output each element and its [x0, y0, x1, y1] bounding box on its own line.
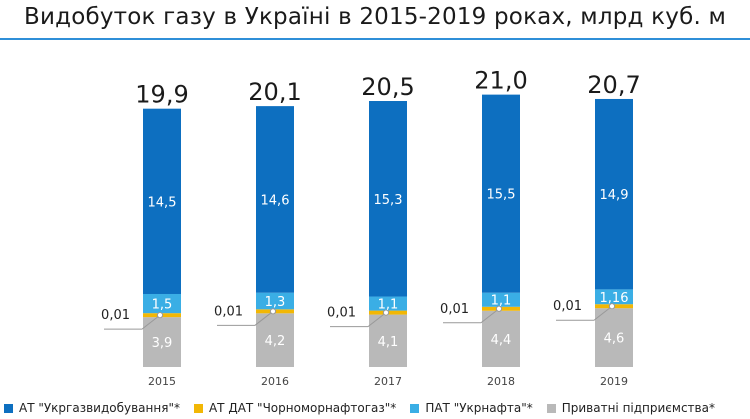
bar-segment: [369, 296, 407, 311]
legend-swatch: [193, 403, 203, 413]
bar-segment: [143, 293, 181, 314]
data-label: 4,6: [604, 332, 625, 347]
data-label: 1,16: [600, 291, 629, 306]
legend-label: ПАТ "Укрнафта"*: [425, 401, 533, 415]
legend-swatch: [546, 403, 556, 413]
bar-total-label: 20,5: [361, 73, 414, 101]
bar-total-label: 20,7: [587, 71, 640, 99]
bar-segment: [595, 289, 633, 305]
data-label: 14,9: [600, 188, 629, 203]
bar-segment: [143, 317, 181, 367]
small-segment-label: 0,01: [214, 304, 243, 319]
small-segment-label: 0,01: [553, 299, 582, 314]
legend-item-ukrgaz: АТ "Укргазвидобування"*: [4, 401, 180, 415]
legend-swatch: [410, 403, 420, 413]
legend-swatch: [4, 403, 13, 413]
x-tick-label: 2019: [600, 375, 628, 388]
bar-segment: [482, 292, 520, 307]
leader-dot: [495, 305, 503, 312]
leader-line: [217, 310, 274, 326]
leader-dot: [608, 303, 616, 310]
small-segment-label: 0,01: [101, 308, 130, 323]
leader-dot: [382, 309, 390, 316]
bar-segment: [256, 106, 294, 293]
small-segment-label: 0,01: [440, 302, 469, 317]
small-segment-label: 0,01: [327, 306, 356, 321]
stacked-bar-chart: 3,9 1,5 14,5 19,9 0,01 2015 4,2 1,3 14,6 20,1 0,01…: [101, 67, 641, 388]
chart-legend: АТ "Укргазвидобування"* АТ ДАТ "Чорномор…: [0, 398, 750, 418]
chart-title: Видобуток газу в Україні в 2015-2019 рок…: [23, 4, 727, 30]
data-label: 15,3: [374, 193, 403, 208]
data-label: 4,1: [378, 335, 399, 350]
legend-label: Приватні підприємства*: [561, 401, 715, 415]
data-label: 1,1: [491, 294, 512, 309]
bar-segment: [595, 308, 633, 367]
legend-label: АТ "Укргазвидобування"*: [19, 401, 180, 415]
leader-line: [556, 305, 613, 321]
data-label: 15,5: [487, 188, 516, 203]
bar-segment: [482, 94, 520, 293]
x-tick-label: 2016: [261, 375, 289, 388]
data-label: 1,1: [378, 298, 399, 313]
bar-total-label: 20,1: [248, 78, 301, 106]
bar-segment: [369, 314, 407, 367]
bar-segment: [143, 108, 181, 294]
leader-dot: [269, 308, 277, 315]
data-label: 1,3: [265, 295, 286, 310]
bar-total-label: 21,0: [474, 67, 527, 95]
leader-line: [330, 312, 387, 328]
legend-label: АТ ДАТ "Чорноморнафтогаз"*: [208, 401, 397, 415]
leader-dot: [156, 312, 164, 319]
data-label: 14,6: [261, 193, 290, 208]
leader-line: [104, 314, 161, 330]
bar-total-label: 19,9: [135, 81, 188, 109]
legend-item-ukrnafta: ПАТ "Укрнафта"*: [410, 401, 533, 415]
legend-item-private: Приватні підприємства*: [546, 401, 715, 415]
x-tick-label: 2017: [374, 375, 402, 388]
data-label: 4,2: [265, 334, 286, 349]
legend-item-chornomor: АТ ДАТ "Чорноморнафтогаз"*: [193, 401, 397, 415]
bar-segment: [369, 101, 407, 297]
bar-segment: [256, 313, 294, 367]
title-divider: [0, 38, 750, 40]
bar-segment: [595, 98, 633, 290]
data-label: 4,4: [491, 333, 512, 348]
data-label: 1,5: [152, 298, 173, 313]
leader-line: [443, 308, 500, 324]
x-tick-label: 2018: [487, 375, 515, 388]
data-label: 14,5: [148, 195, 177, 210]
bar-segment: [256, 292, 294, 310]
bar-segment: [482, 310, 520, 367]
data-label: 3,9: [152, 336, 173, 351]
x-tick-label: 2015: [148, 375, 176, 388]
